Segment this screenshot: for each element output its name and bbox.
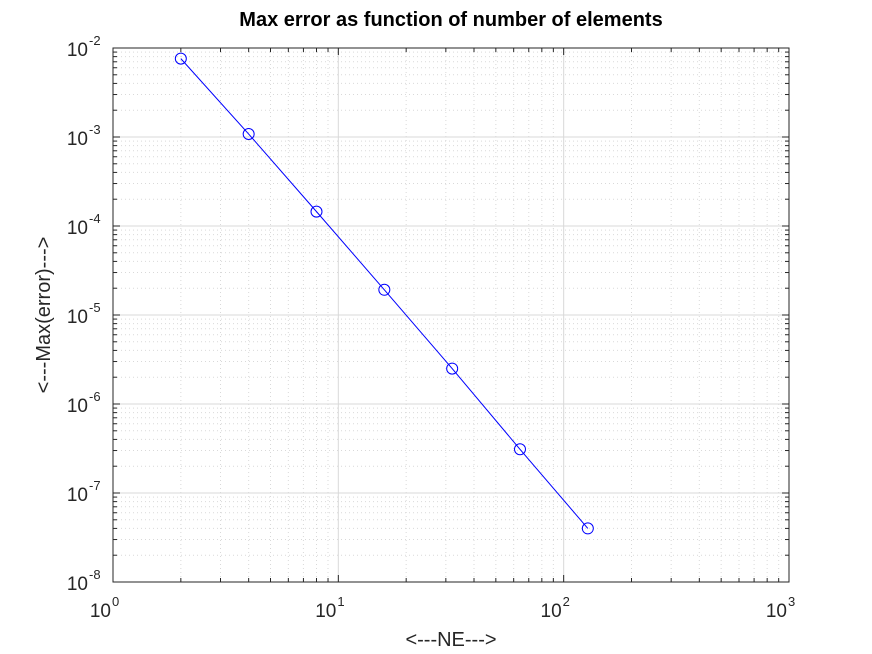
series-layer (174, 52, 594, 535)
y-tick-label-base: 10 (67, 574, 88, 595)
x-tick-label-base: 10 (315, 601, 336, 622)
y-tick-label: 10 -4 (67, 211, 101, 239)
y-tick-labels: 10-810-710-610-510-410-310-2 (67, 33, 101, 595)
y-axis-label: <---Max(error)---> (33, 237, 55, 394)
y-tick-label: 10 -6 (67, 389, 101, 417)
x-tick-label-exponent: 1 (337, 594, 344, 609)
x-tick-label-exponent: 3 (788, 594, 795, 609)
x-tick-label-base: 10 (90, 601, 111, 622)
x-tick-label-exponent: 2 (563, 594, 570, 609)
y-tick-label-base: 10 (67, 129, 88, 150)
x-tick-label: 10 2 (541, 594, 570, 622)
data-point (513, 443, 526, 456)
y-tick-label-exponent: -6 (89, 389, 101, 404)
y-tick-label-base: 10 (67, 396, 88, 417)
data-point (242, 128, 255, 141)
x-tick-label-base: 10 (766, 601, 787, 622)
series-line (180, 58, 589, 529)
y-tick-label-base: 10 (67, 218, 88, 239)
data-point (581, 522, 594, 535)
data-point (174, 52, 187, 65)
data-point (310, 205, 323, 218)
y-tick-label-exponent: -7 (89, 478, 101, 493)
x-tick-labels: 10 0 10 1 10 2 10 3 (90, 594, 795, 622)
y-tick-label-base: 10 (67, 40, 88, 61)
y-tick-label: 10 -5 (67, 300, 101, 328)
major-ticks (112, 47, 790, 583)
y-tick-label-exponent: -5 (89, 300, 101, 315)
data-point (378, 283, 391, 296)
y-tick-label-base: 10 (67, 485, 88, 506)
x-tick-label: 10 0 (90, 594, 119, 622)
minor-ticks (113, 48, 789, 582)
y-tick-label: 10 -3 (67, 122, 101, 150)
y-tick-label-exponent: -2 (89, 33, 101, 48)
x-tick-label-base: 10 (541, 601, 562, 622)
chart-title: Max error as function of number of eleme… (239, 9, 662, 31)
data-point (446, 362, 459, 375)
x-tick-label: 10 1 (315, 594, 344, 622)
x-axis-label: <---NE---> (405, 629, 496, 651)
y-tick-label-base: 10 (67, 307, 88, 328)
x-tick-label-exponent: 0 (112, 594, 119, 609)
y-tick-label: 10 -2 (67, 33, 101, 61)
x-tick-label: 10 3 (766, 594, 795, 622)
major-grid (113, 48, 789, 582)
y-tick-label: 10 -8 (67, 567, 101, 595)
y-tick-label: 10 -7 (67, 478, 101, 506)
y-tick-label-exponent: -3 (89, 122, 101, 137)
y-tick-label-exponent: -4 (89, 211, 101, 226)
y-tick-label-exponent: -8 (89, 567, 101, 582)
